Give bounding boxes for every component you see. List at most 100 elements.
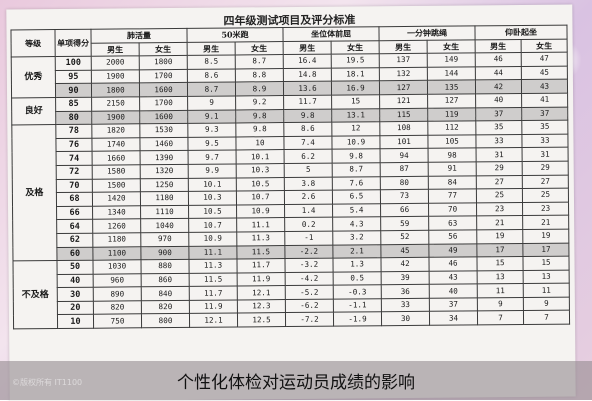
value-cell: -6.2 <box>285 299 334 314</box>
value-cell: 16.4 <box>283 54 332 69</box>
value-cell: 10.7 <box>236 190 285 205</box>
value-cell: 1320 <box>140 164 189 179</box>
score-cell: 68 <box>56 192 93 207</box>
value-cell: 121 <box>379 94 428 109</box>
score-cell: 76 <box>55 137 93 152</box>
value-cell: 2.6 <box>284 190 333 205</box>
value-cell: 1580 <box>92 164 141 179</box>
value-cell: 840 <box>141 286 190 301</box>
value-cell: 1530 <box>139 123 188 138</box>
value-cell: 132 <box>379 67 428 82</box>
value-cell: 8.7 <box>187 82 236 97</box>
value-cell: 9.7 <box>188 150 237 165</box>
value-cell: 41 <box>521 93 568 108</box>
value-cell: 34 <box>429 311 478 326</box>
value-cell: 900 <box>140 245 189 260</box>
scoring-table: 等级 单项得分 肺活量 50米跑 坐位体前屈 一分钟跳绳 仰卧起坐 男生 女生 男生… <box>10 25 570 330</box>
watermark: ©版权所有 IT1100 <box>12 378 83 387</box>
value-cell: 77 <box>428 189 477 204</box>
value-cell: -7.2 <box>285 312 334 327</box>
value-cell: 11.7 <box>236 258 286 273</box>
value-cell: 10.1 <box>188 177 237 192</box>
value-cell: 87 <box>380 162 429 177</box>
value-cell: 137 <box>379 53 428 68</box>
value-cell: -4.2 <box>285 271 334 286</box>
value-cell: 105 <box>427 134 477 149</box>
value-cell: 11 <box>477 283 524 298</box>
value-cell: 1500 <box>92 178 141 193</box>
value-cell: 46 <box>428 256 478 271</box>
value-cell: 2.1 <box>332 244 381 259</box>
grade-cell: 优秀 <box>11 56 56 98</box>
value-cell: 11.1 <box>236 217 285 232</box>
grade-cell: 不及格 <box>12 260 58 329</box>
value-cell: 960 <box>93 273 142 288</box>
value-cell: 10.5 <box>188 204 237 219</box>
value-cell: 135 <box>427 80 476 95</box>
value-cell: 35 <box>475 120 522 135</box>
value-cell: -5.2 <box>285 285 334 300</box>
score-cell: 30 <box>57 287 94 302</box>
value-cell: 880 <box>140 259 190 274</box>
value-cell: 9 <box>477 297 524 312</box>
score-cell: 74 <box>56 151 93 166</box>
value-cell: 11.5 <box>189 272 238 287</box>
value-cell: 11.7 <box>283 95 332 110</box>
value-cell: 6.5 <box>332 189 381 204</box>
value-cell: -3.2 <box>285 258 334 273</box>
value-cell: 1900 <box>91 69 140 84</box>
subheader-female: 女生 <box>521 38 568 53</box>
value-cell: 80 <box>380 175 429 190</box>
value-cell: 8.7 <box>332 162 381 177</box>
value-cell: 27 <box>522 174 569 189</box>
value-cell: 9.2 <box>235 95 284 110</box>
value-cell: 2000 <box>91 56 140 71</box>
value-cell: 33 <box>475 134 523 149</box>
value-cell: 0.2 <box>284 217 333 232</box>
value-cell: 8.6 <box>187 68 236 83</box>
caption-banner <box>0 361 592 400</box>
value-cell: 2150 <box>91 96 140 111</box>
value-cell: 63 <box>428 216 477 231</box>
value-cell: 890 <box>93 287 142 302</box>
value-cell: 30 <box>381 311 430 326</box>
value-cell: 11 <box>523 283 570 298</box>
value-cell: 3.8 <box>284 176 333 191</box>
value-cell: 12.1 <box>189 313 238 328</box>
score-cell: 40 <box>57 273 94 288</box>
value-cell: 25 <box>522 188 569 203</box>
value-cell: 40 <box>475 93 522 108</box>
value-cell: 8.9 <box>235 81 284 96</box>
value-cell: 9.9 <box>188 163 237 178</box>
value-cell: 9.8 <box>235 122 284 137</box>
value-cell: 18.1 <box>331 67 380 82</box>
value-cell: 43 <box>429 270 478 285</box>
value-cell: 15 <box>476 256 524 271</box>
value-cell: 800 <box>141 313 190 328</box>
value-cell: 5.4 <box>332 203 381 218</box>
value-cell: 70 <box>428 202 477 217</box>
value-cell: 9 <box>187 95 236 110</box>
value-cell: 17 <box>476 242 523 257</box>
value-cell: 1700 <box>139 96 188 111</box>
value-cell: 42 <box>380 257 430 272</box>
score-cell: 64 <box>56 219 93 234</box>
value-cell: 9.5 <box>187 136 237 151</box>
value-cell: -1.9 <box>333 312 382 327</box>
value-cell: 9.8 <box>235 109 284 124</box>
value-cell: 37 <box>521 106 568 121</box>
value-cell: 13.1 <box>331 108 380 123</box>
value-cell: 9.8 <box>332 149 381 164</box>
value-cell: 52 <box>380 230 429 245</box>
subheader-female: 女生 <box>427 39 476 54</box>
value-cell: 35 <box>521 120 568 135</box>
value-cell: 11.9 <box>237 272 286 287</box>
value-cell: 23 <box>476 202 523 217</box>
value-cell: 970 <box>140 232 189 247</box>
value-cell: 43 <box>521 79 568 94</box>
group-header-50m-run: 50米跑 <box>186 27 284 42</box>
value-cell: 127 <box>427 93 476 108</box>
value-cell: 47 <box>521 52 568 67</box>
value-cell: 1100 <box>92 246 141 261</box>
score-cell: 80 <box>55 110 92 125</box>
